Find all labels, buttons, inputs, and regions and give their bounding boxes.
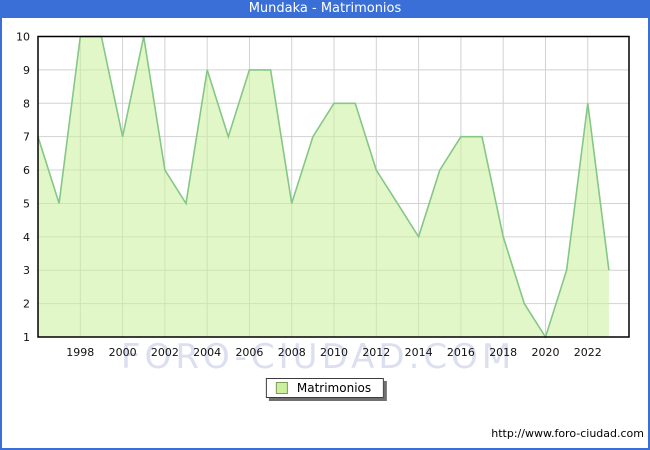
y-tick-label: 7 [23,131,30,144]
y-tick-label: 4 [23,231,30,244]
y-tick-label: 3 [23,264,30,277]
x-tick-label: 2018 [489,346,517,359]
x-tick-label: 2010 [320,346,348,359]
x-tick-label: 2000 [109,346,137,359]
x-tick-label: 2022 [574,346,602,359]
x-tick-label: 2002 [151,346,179,359]
chart-title: Mundaka - Matrimonios [248,1,402,16]
y-tick-label: 9 [23,64,30,77]
legend-label: Matrimonios [296,381,372,395]
y-tick-label: 1 [23,331,30,344]
y-tick-label: 2 [23,298,30,311]
legend: Matrimonios [265,378,385,398]
y-tick-label: 10 [16,31,30,44]
x-tick-label: 2012 [362,346,390,359]
x-tick-label: 1998 [66,346,94,359]
plot-border [37,35,630,338]
title-bar: Mundaka - Matrimonios [0,0,650,18]
x-tick-label: 2008 [278,346,306,359]
data-line [37,35,610,339]
x-tick-label: 2020 [531,346,559,359]
y-tick-label: 8 [23,97,30,110]
x-tick-label: 2016 [447,346,475,359]
x-tick-label: 2006 [235,346,263,359]
y-tick-label: 5 [23,197,30,210]
x-tick-label: 2014 [405,346,433,359]
area-fill [38,36,609,337]
y-tick-label: 6 [23,164,30,177]
x-tick-label: 2004 [193,346,221,359]
source-url: http://www.foro-ciudad.com [491,427,644,440]
legend-swatch-icon [275,382,288,394]
watermark: FORO-CIUDAD.COM [121,337,516,377]
